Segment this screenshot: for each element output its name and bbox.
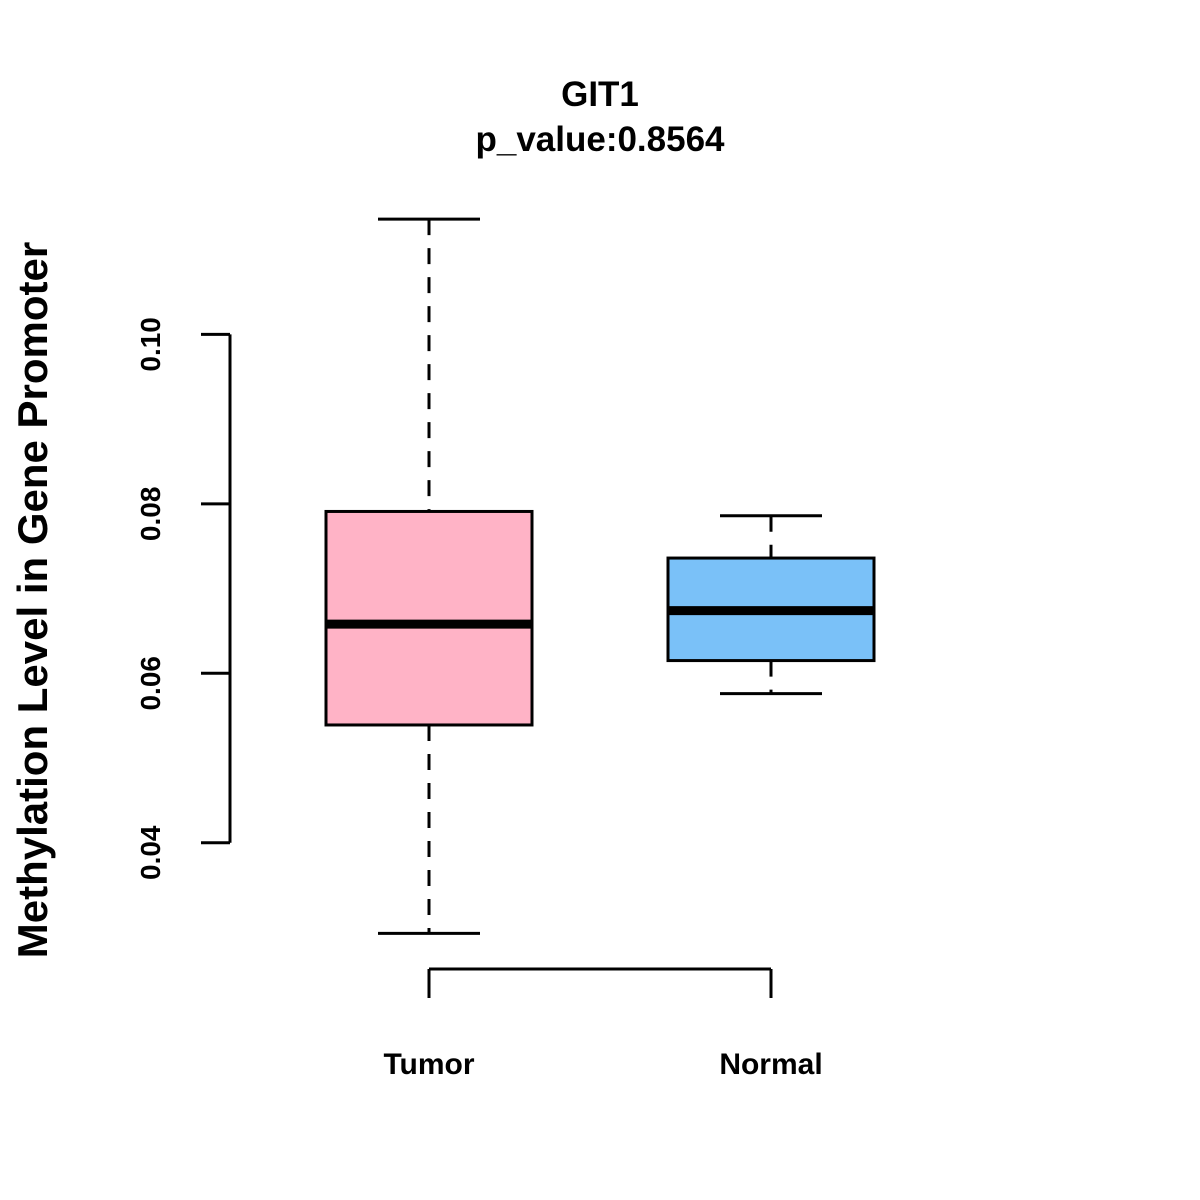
y-tick-label: 0.04: [135, 825, 166, 880]
y-tick-label: 0.06: [135, 656, 166, 711]
y-tick-label: 0.10: [135, 317, 166, 372]
x-axis: Tumor Normal: [383, 967, 823, 1081]
box-rect: [324, 509, 534, 727]
x-tick-label: Normal: [719, 1048, 822, 1081]
chart-subtitle: p_value:0.8564: [475, 120, 725, 159]
boxes-group: [324, 217, 876, 935]
box-tumor: [324, 217, 534, 935]
x-tick-label: Tumor: [383, 1048, 474, 1081]
box-normal: [666, 514, 876, 696]
y-axis-label: Methylation Level in Gene Promoter: [9, 242, 56, 958]
y-axis: 0.04 0.06 0.08 0.10: [135, 317, 232, 880]
chart-title: GIT1: [561, 75, 639, 114]
y-tick-label: 0.08: [135, 487, 166, 542]
